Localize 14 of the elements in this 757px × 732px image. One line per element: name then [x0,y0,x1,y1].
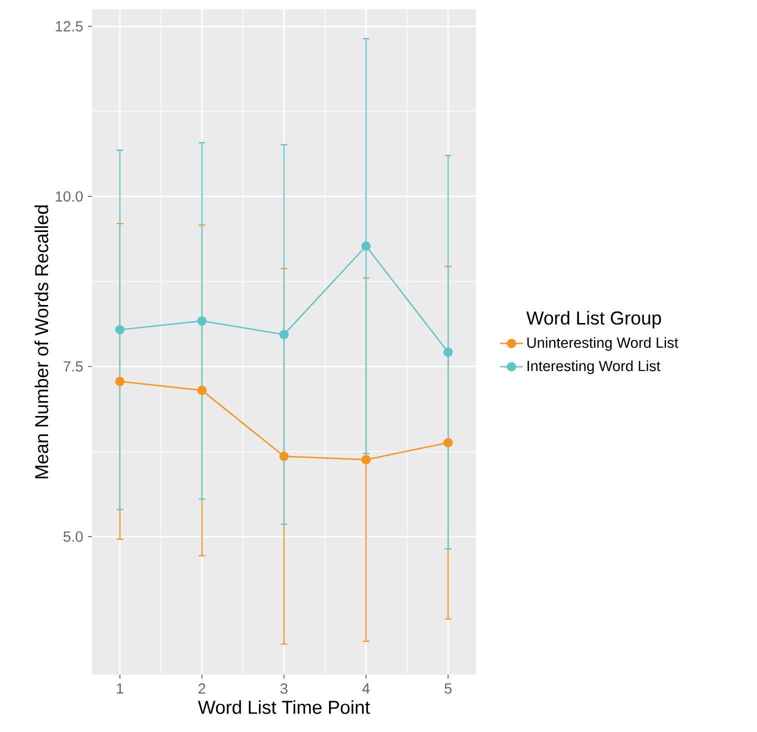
x-tick-label: 5 [444,683,452,694]
y-tick-label: 10.0 [56,191,83,202]
y-axis-title: Mean Number of Words Recalled [34,205,48,478]
y-tick-label: 12.5 [56,21,83,32]
y-tick-label: 5.0 [63,531,83,542]
legend-title: Word List Group [526,310,661,328]
legend-label: Uninteresting Word List [527,337,678,351]
x-tick-label: 3 [280,683,288,694]
x-tick-label: 4 [362,683,370,694]
legend-label: Interesting Word List [528,360,660,374]
x-axis-title: Word List Time Point [198,700,370,714]
y-tick-label: 7.5 [64,361,83,372]
x-tick-label: 1 [116,683,124,694]
x-tick-label: 2 [198,683,206,694]
